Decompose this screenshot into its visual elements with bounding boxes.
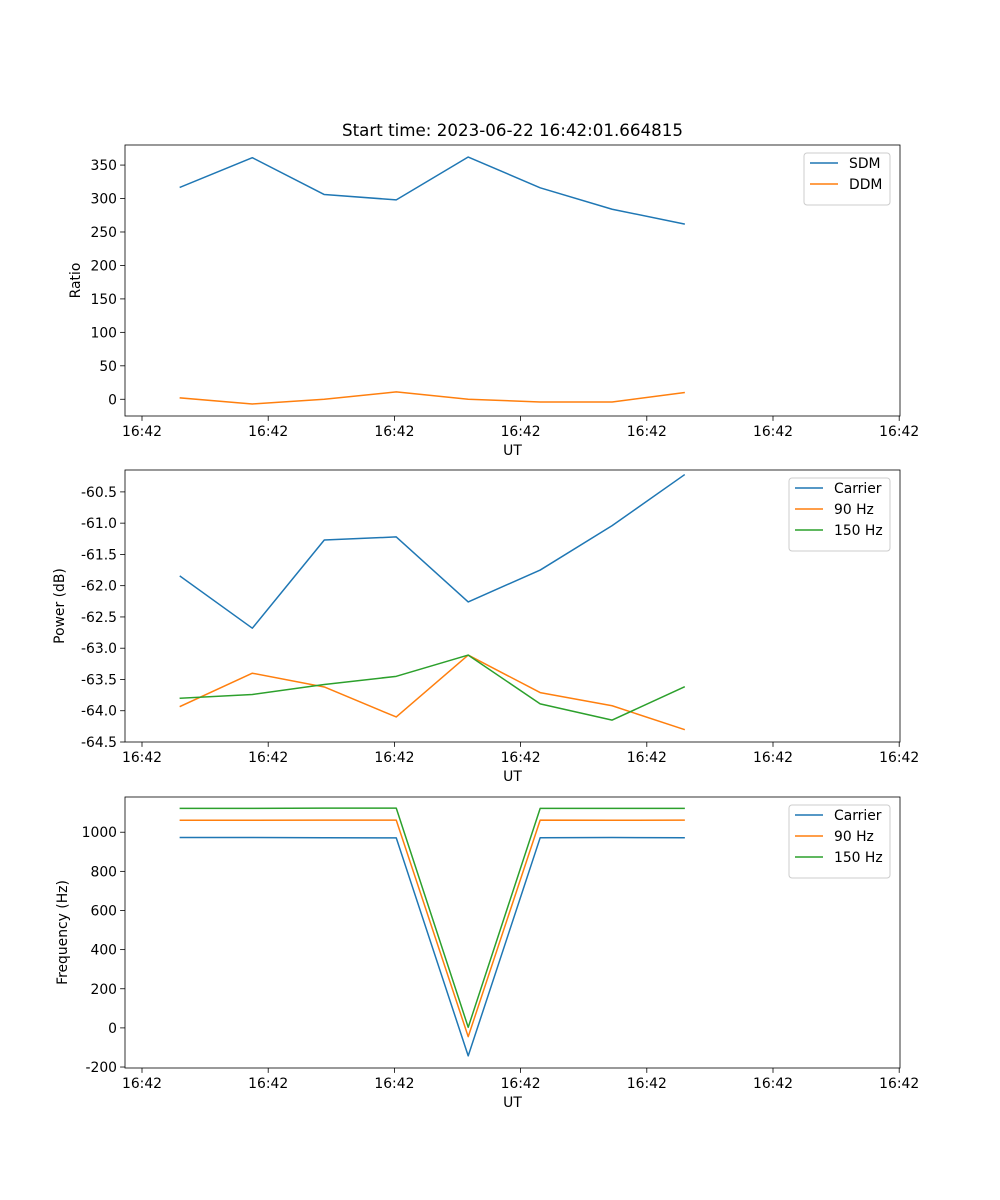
- x-tick-label: 16:42: [753, 750, 793, 766]
- series-line-sdm: [179, 156, 685, 225]
- y-tick-label: -64.5: [81, 735, 117, 751]
- legend: Carrier 90 Hz 150 Hz: [788, 477, 891, 552]
- x-tick-label: 16:42: [501, 424, 541, 440]
- legend-label: Carrier: [834, 481, 882, 497]
- x-tick-label: 16:42: [627, 1076, 667, 1092]
- y-tick-label: 1000: [82, 825, 117, 841]
- legend-label: 150 Hz: [834, 523, 883, 539]
- y-tick-label: 200: [90, 982, 117, 998]
- y-tick-label: 300: [90, 192, 117, 208]
- y-axis-label: Ratio: [68, 263, 84, 299]
- x-tick-label: 16:42: [627, 750, 667, 766]
- legend-label: Carrier: [834, 808, 882, 824]
- y-tick-label: 150: [90, 292, 117, 308]
- axes-frame: [124, 469, 901, 743]
- y-axis-label: Frequency (Hz): [55, 880, 71, 985]
- x-tick-label: 16:42: [374, 750, 414, 766]
- legend-label: 150 Hz: [834, 850, 883, 866]
- axes-frame: [124, 144, 901, 417]
- chart-title: Start time: 2023-06-22 16:42:01.664815: [342, 120, 683, 140]
- series-line-90-hz: [179, 654, 686, 731]
- x-tick-label: 16:42: [374, 1076, 414, 1092]
- y-tick-label: 100: [90, 325, 117, 341]
- series-line-ddm: [179, 391, 685, 405]
- series-line-carrier: [179, 836, 685, 1057]
- x-tick-label: 16:42: [122, 750, 162, 766]
- x-tick-label: 16:42: [374, 424, 414, 440]
- chart-panel-2: 16:4216:4216:4216:4216:4216:4216:4216:43…: [52, 469, 919, 785]
- y-tick-label: 350: [90, 158, 117, 174]
- y-tick-label: -62.5: [81, 610, 117, 626]
- legend-box: [788, 477, 891, 552]
- x-axis-label: UT: [503, 769, 522, 785]
- x-tick-label: 16:42: [122, 424, 162, 440]
- x-tick-label: 16:42: [879, 1076, 919, 1092]
- y-tick-label: 0: [108, 1021, 117, 1037]
- y-tick-label: 200: [90, 258, 117, 274]
- x-tick-label: 16:42: [627, 424, 667, 440]
- y-tick-label: 400: [90, 943, 117, 959]
- x-tick-label: 16:42: [248, 750, 288, 766]
- y-tick-label: -61.5: [81, 547, 117, 563]
- y-tick-label: 600: [90, 903, 117, 919]
- y-tick-label: -62.0: [81, 579, 117, 595]
- x-tick-label: 16:42: [879, 750, 919, 766]
- x-tick-label: 16:42: [248, 1076, 288, 1092]
- legend-label: DDM: [849, 177, 882, 193]
- legend-box: [788, 804, 891, 879]
- y-tick-label: 50: [99, 359, 117, 375]
- series-line-carrier: [179, 473, 686, 629]
- y-tick-label: -63.5: [81, 672, 117, 688]
- x-tick-label: 16:42: [122, 1076, 162, 1092]
- x-tick-label: 16:42: [501, 750, 541, 766]
- x-tick-label: 16:42: [753, 424, 793, 440]
- chart-panel-3: 16:4216:4216:4216:4216:4216:4216:4216:43…: [55, 796, 919, 1111]
- x-tick-label: 16:42: [879, 424, 919, 440]
- x-tick-label: 16:42: [501, 1076, 541, 1092]
- y-tick-label: -200: [85, 1060, 117, 1076]
- y-tick-label: 0: [108, 392, 117, 408]
- legend-label: SDM: [849, 156, 881, 172]
- legend-label: 90 Hz: [834, 829, 874, 845]
- y-tick-label: -61.0: [81, 516, 117, 532]
- y-tick-label: -64.0: [81, 704, 117, 720]
- legend-label: 90 Hz: [834, 502, 874, 518]
- x-tick-label: 16:42: [753, 1076, 793, 1092]
- y-tick-label: 250: [90, 225, 117, 241]
- axes-frame: [124, 796, 901, 1069]
- legend-box: [803, 152, 891, 206]
- series-line-150-hz: [179, 654, 686, 721]
- y-tick-label: 800: [90, 864, 117, 880]
- legend: SDM DDM: [803, 152, 891, 206]
- y-axis-label: Power (dB): [52, 568, 68, 644]
- chart-panel-1: 16:4216:4216:4216:4216:4216:4216:4216:43…: [68, 120, 919, 459]
- legend: Carrier 90 Hz 150 Hz: [788, 804, 891, 879]
- y-tick-label: -63.0: [81, 641, 117, 657]
- y-tick-label: -60.5: [81, 485, 117, 501]
- x-axis-label: UT: [503, 1095, 522, 1111]
- series-line-150-hz: [179, 807, 685, 1029]
- series-line-90-hz: [179, 819, 685, 1038]
- x-axis-label: UT: [503, 443, 522, 459]
- x-tick-label: 16:42: [248, 424, 288, 440]
